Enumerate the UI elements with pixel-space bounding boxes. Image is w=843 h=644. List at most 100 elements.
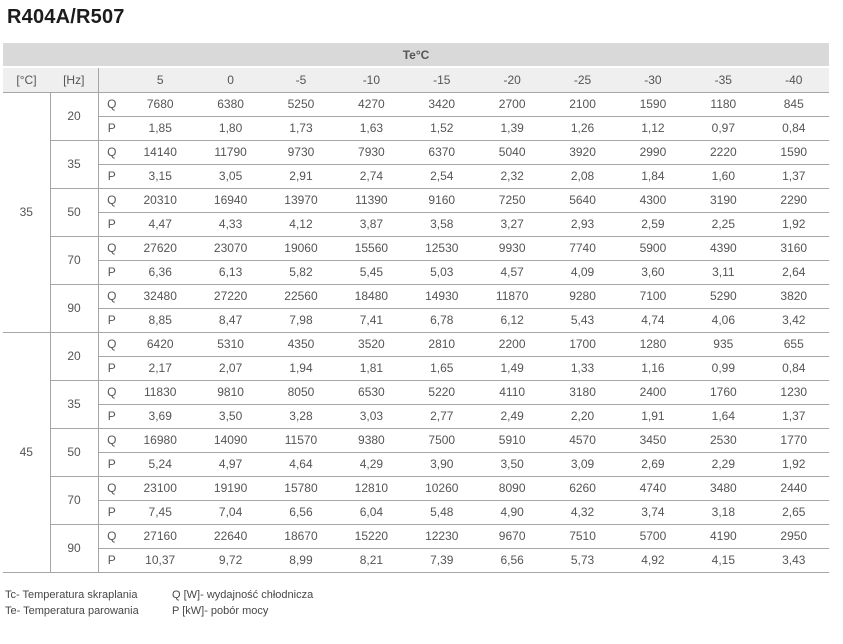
p-value-cell: 2,69 — [617, 451, 689, 476]
p-value-cell: 3,27 — [476, 211, 548, 236]
q-value-cell: 6420 — [125, 331, 196, 356]
q-row: 90 Q 27160 22640 18670 15220 12230 9670 7510 5700… — [3, 523, 829, 572]
hz-cell: 90 — [50, 283, 99, 332]
q-value-cell: 7100 — [617, 283, 689, 308]
q-value-cell: 9810 — [195, 379, 266, 404]
q-value-cell: 9670 — [476, 523, 548, 548]
p-value-cell: 1,80 — [195, 115, 266, 140]
q-value-cell: 9730 — [265, 139, 337, 164]
p-label-cell: P — [98, 547, 125, 572]
q-label-cell: Q — [98, 331, 125, 356]
q-value-cell: 11830 — [125, 379, 196, 404]
q-value-cell: 2100 — [547, 91, 618, 116]
q-value-cell: 1770 — [758, 427, 829, 452]
q-value-cell: 16940 — [195, 187, 266, 212]
p-value-cell: 3,15 — [125, 163, 196, 188]
q-value-cell: 3920 — [547, 139, 618, 164]
p-value-cell: 4,57 — [476, 259, 548, 284]
p-value-cell: 1,73 — [265, 115, 337, 140]
p-value-cell: 2,29 — [688, 451, 759, 476]
q-row: 35 Q 11830 9810 8050 6530 5220 4110 3180 2400 1760… — [3, 379, 829, 428]
p-value-cell: 4,97 — [195, 451, 266, 476]
p-value-cell: 2,07 — [195, 355, 266, 380]
page-title: R404A/R507 — [7, 6, 125, 28]
p-value-cell: 0,97 — [688, 115, 759, 140]
p-value-cell: 6,12 — [476, 307, 548, 332]
q-value-cell: 11870 — [476, 283, 548, 308]
hz-cell: 20 — [50, 91, 99, 140]
p-value-cell: 3,11 — [688, 259, 759, 284]
p-value-cell: 7,45 — [125, 499, 196, 524]
performance-table: Te°C [°C] [Hz] 5 0 -5 -10 -15 -20 -25 -30 -35 -40… — [3, 43, 829, 573]
q-value-cell: 4740 — [617, 475, 689, 500]
q-value-cell: 5700 — [617, 523, 689, 548]
q-value-cell: 3520 — [336, 331, 407, 356]
p-label-cell: P — [98, 451, 125, 476]
q-value-cell: 7930 — [336, 139, 407, 164]
hz-cell: 70 — [50, 475, 99, 524]
q-value-cell: 15220 — [336, 523, 407, 548]
col-header-temp: 5 — [125, 67, 196, 93]
p-value-cell: 7,04 — [195, 499, 266, 524]
q-value-cell: 2990 — [617, 139, 689, 164]
p-row: P 3,69 3,50 3,28 3,03 2,77 2,49 2,20 1,91 1,64 1,3… — [3, 403, 829, 428]
p-value-cell: 7,98 — [265, 307, 337, 332]
p-value-cell: 1,92 — [758, 211, 829, 236]
p-value-cell: 5,73 — [547, 547, 618, 572]
p-value-cell: 3,50 — [195, 403, 266, 428]
p-value-cell: 3,43 — [758, 547, 829, 572]
p-value-cell: 1,92 — [758, 451, 829, 476]
p-value-cell: 3,60 — [617, 259, 689, 284]
q-value-cell: 4270 — [336, 91, 407, 116]
col-header-temp: -5 — [265, 67, 337, 93]
q-row: 35 20 Q 7680 6380 5250 4270 3420 2700 2100 1590 118… — [3, 91, 829, 332]
q-value-cell: 5290 — [688, 283, 759, 308]
p-value-cell: 1,16 — [617, 355, 689, 380]
tc-cell: 35 — [3, 91, 51, 332]
q-value-cell: 20310 — [125, 187, 196, 212]
q-value-cell: 845 — [758, 91, 829, 116]
q-value-cell: 4570 — [547, 427, 618, 452]
p-value-cell: 6,78 — [406, 307, 477, 332]
p-value-cell: 8,21 — [336, 547, 407, 572]
p-value-cell: 6,36 — [125, 259, 196, 284]
q-value-cell: 1590 — [758, 139, 829, 164]
q-row: 50 Q 20310 16940 13970 11390 9160 7250 5640 4300 3… — [3, 187, 829, 236]
q-value-cell: 3180 — [547, 379, 618, 404]
q-value-cell: 27620 — [125, 235, 196, 260]
q-value-cell: 5900 — [617, 235, 689, 260]
q-value-cell: 9160 — [406, 187, 477, 212]
q-value-cell: 11570 — [265, 427, 337, 452]
p-value-cell: 5,03 — [406, 259, 477, 284]
q-value-cell: 5640 — [547, 187, 618, 212]
q-value-cell: 1590 — [617, 91, 689, 116]
p-value-cell: 5,45 — [336, 259, 407, 284]
p-value-cell: 2,93 — [547, 211, 618, 236]
q-row: 50 Q 16980 14090 11570 9380 7500 5910 4570 3450 25… — [3, 427, 829, 476]
p-value-cell: 5,43 — [547, 307, 618, 332]
p-value-cell: 2,64 — [758, 259, 829, 284]
p-value-cell: 3,09 — [547, 451, 618, 476]
q-value-cell: 13970 — [265, 187, 337, 212]
q-value-cell: 935 — [688, 331, 759, 356]
p-row: P 3,15 3,05 2,91 2,74 2,54 2,32 2,08 1,84 1,60 1,3… — [3, 163, 829, 188]
p-value-cell: 10,37 — [125, 547, 196, 572]
q-value-cell: 11790 — [195, 139, 266, 164]
p-value-cell: 4,74 — [617, 307, 689, 332]
p-value-cell: 1,64 — [688, 403, 759, 428]
p-value-cell: 3,50 — [476, 451, 548, 476]
footnote-p: P [kW]- pobór mocy — [172, 604, 269, 617]
p-row: P 4,47 4,33 4,12 3,87 3,58 3,27 2,93 2,59 2,25 1,9… — [3, 211, 829, 236]
footnotes-left-column: Tc- Temperatura skraplania Te- Temperatu… — [5, 587, 172, 619]
q-row: 90 Q 32480 27220 22560 18480 14930 11870 9280 710… — [3, 283, 829, 332]
col-header-qp-spacer — [98, 67, 125, 93]
p-value-cell: 1,85 — [125, 115, 196, 140]
hz-cell: 20 — [50, 331, 99, 380]
p-value-cell: 4,09 — [547, 259, 618, 284]
p-value-cell: 1,26 — [547, 115, 618, 140]
q-value-cell: 32480 — [125, 283, 196, 308]
p-value-cell: 6,56 — [476, 547, 548, 572]
p-value-cell: 2,08 — [547, 163, 618, 188]
p-row: P 6,36 6,13 5,82 5,45 5,03 4,57 4,09 3,60 3,11 2,6… — [3, 259, 829, 284]
q-row: 70 Q 23100 19190 15780 12810 10260 8090 6260 4740… — [3, 475, 829, 524]
